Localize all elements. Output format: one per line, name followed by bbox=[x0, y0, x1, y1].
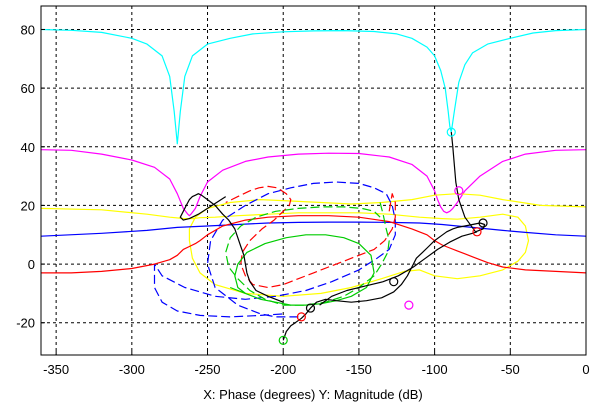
series-line-6 bbox=[225, 185, 396, 289]
y-axis: -20 0 20 40 60 80 bbox=[16, 22, 45, 331]
y-tick-label-1: 0 bbox=[28, 257, 35, 272]
x-tick-label-3: -200 bbox=[270, 362, 296, 377]
frequency-marker-2 bbox=[478, 218, 488, 228]
series-line-3 bbox=[40, 221, 587, 237]
series-line-7 bbox=[225, 202, 390, 306]
marker-layer bbox=[278, 127, 488, 345]
y-tick-label-2: 20 bbox=[21, 198, 35, 213]
x-tick-label-0: -350 bbox=[43, 362, 69, 377]
series-line-10 bbox=[319, 231, 478, 306]
series-layer bbox=[40, 28, 587, 341]
series-line-1 bbox=[40, 149, 587, 217]
frequency-marker-1 bbox=[454, 186, 464, 196]
frequency-marker-8 bbox=[278, 335, 288, 345]
x-tick-label-2: -250 bbox=[195, 362, 221, 377]
frequency-marker-0 bbox=[446, 127, 456, 137]
frequency-marker-4 bbox=[404, 300, 414, 310]
y-tick-label-0: -20 bbox=[16, 316, 35, 331]
series-line-5 bbox=[41, 215, 587, 274]
x-tick-label-5: -100 bbox=[422, 362, 448, 377]
frequency-marker-6 bbox=[305, 303, 316, 313]
frequency-marker-5 bbox=[389, 277, 399, 287]
plot-frame bbox=[40, 5, 587, 356]
series-line-4 bbox=[153, 181, 396, 318]
frequency-marker-7 bbox=[296, 312, 306, 322]
series-line-0 bbox=[40, 28, 587, 145]
x-tick-label-7: 0 bbox=[582, 362, 589, 377]
x-tick-label-6: -50 bbox=[501, 362, 520, 377]
series-line-11 bbox=[179, 193, 284, 303]
x-axis-label: X: Phase (degrees) Y: Magnitude (dB) bbox=[203, 387, 422, 402]
y-tick-label-4: 60 bbox=[21, 81, 35, 96]
y-tick-label-5: 80 bbox=[21, 22, 35, 37]
x-tick-label-4: -150 bbox=[346, 362, 372, 377]
y-tick-label-3: 40 bbox=[21, 140, 35, 155]
x-tick-label-1: -300 bbox=[119, 362, 145, 377]
frequency-marker-3 bbox=[472, 227, 482, 237]
x-axis: -350 -300 -250 -200 -150 -100 -50 0 bbox=[43, 351, 590, 377]
